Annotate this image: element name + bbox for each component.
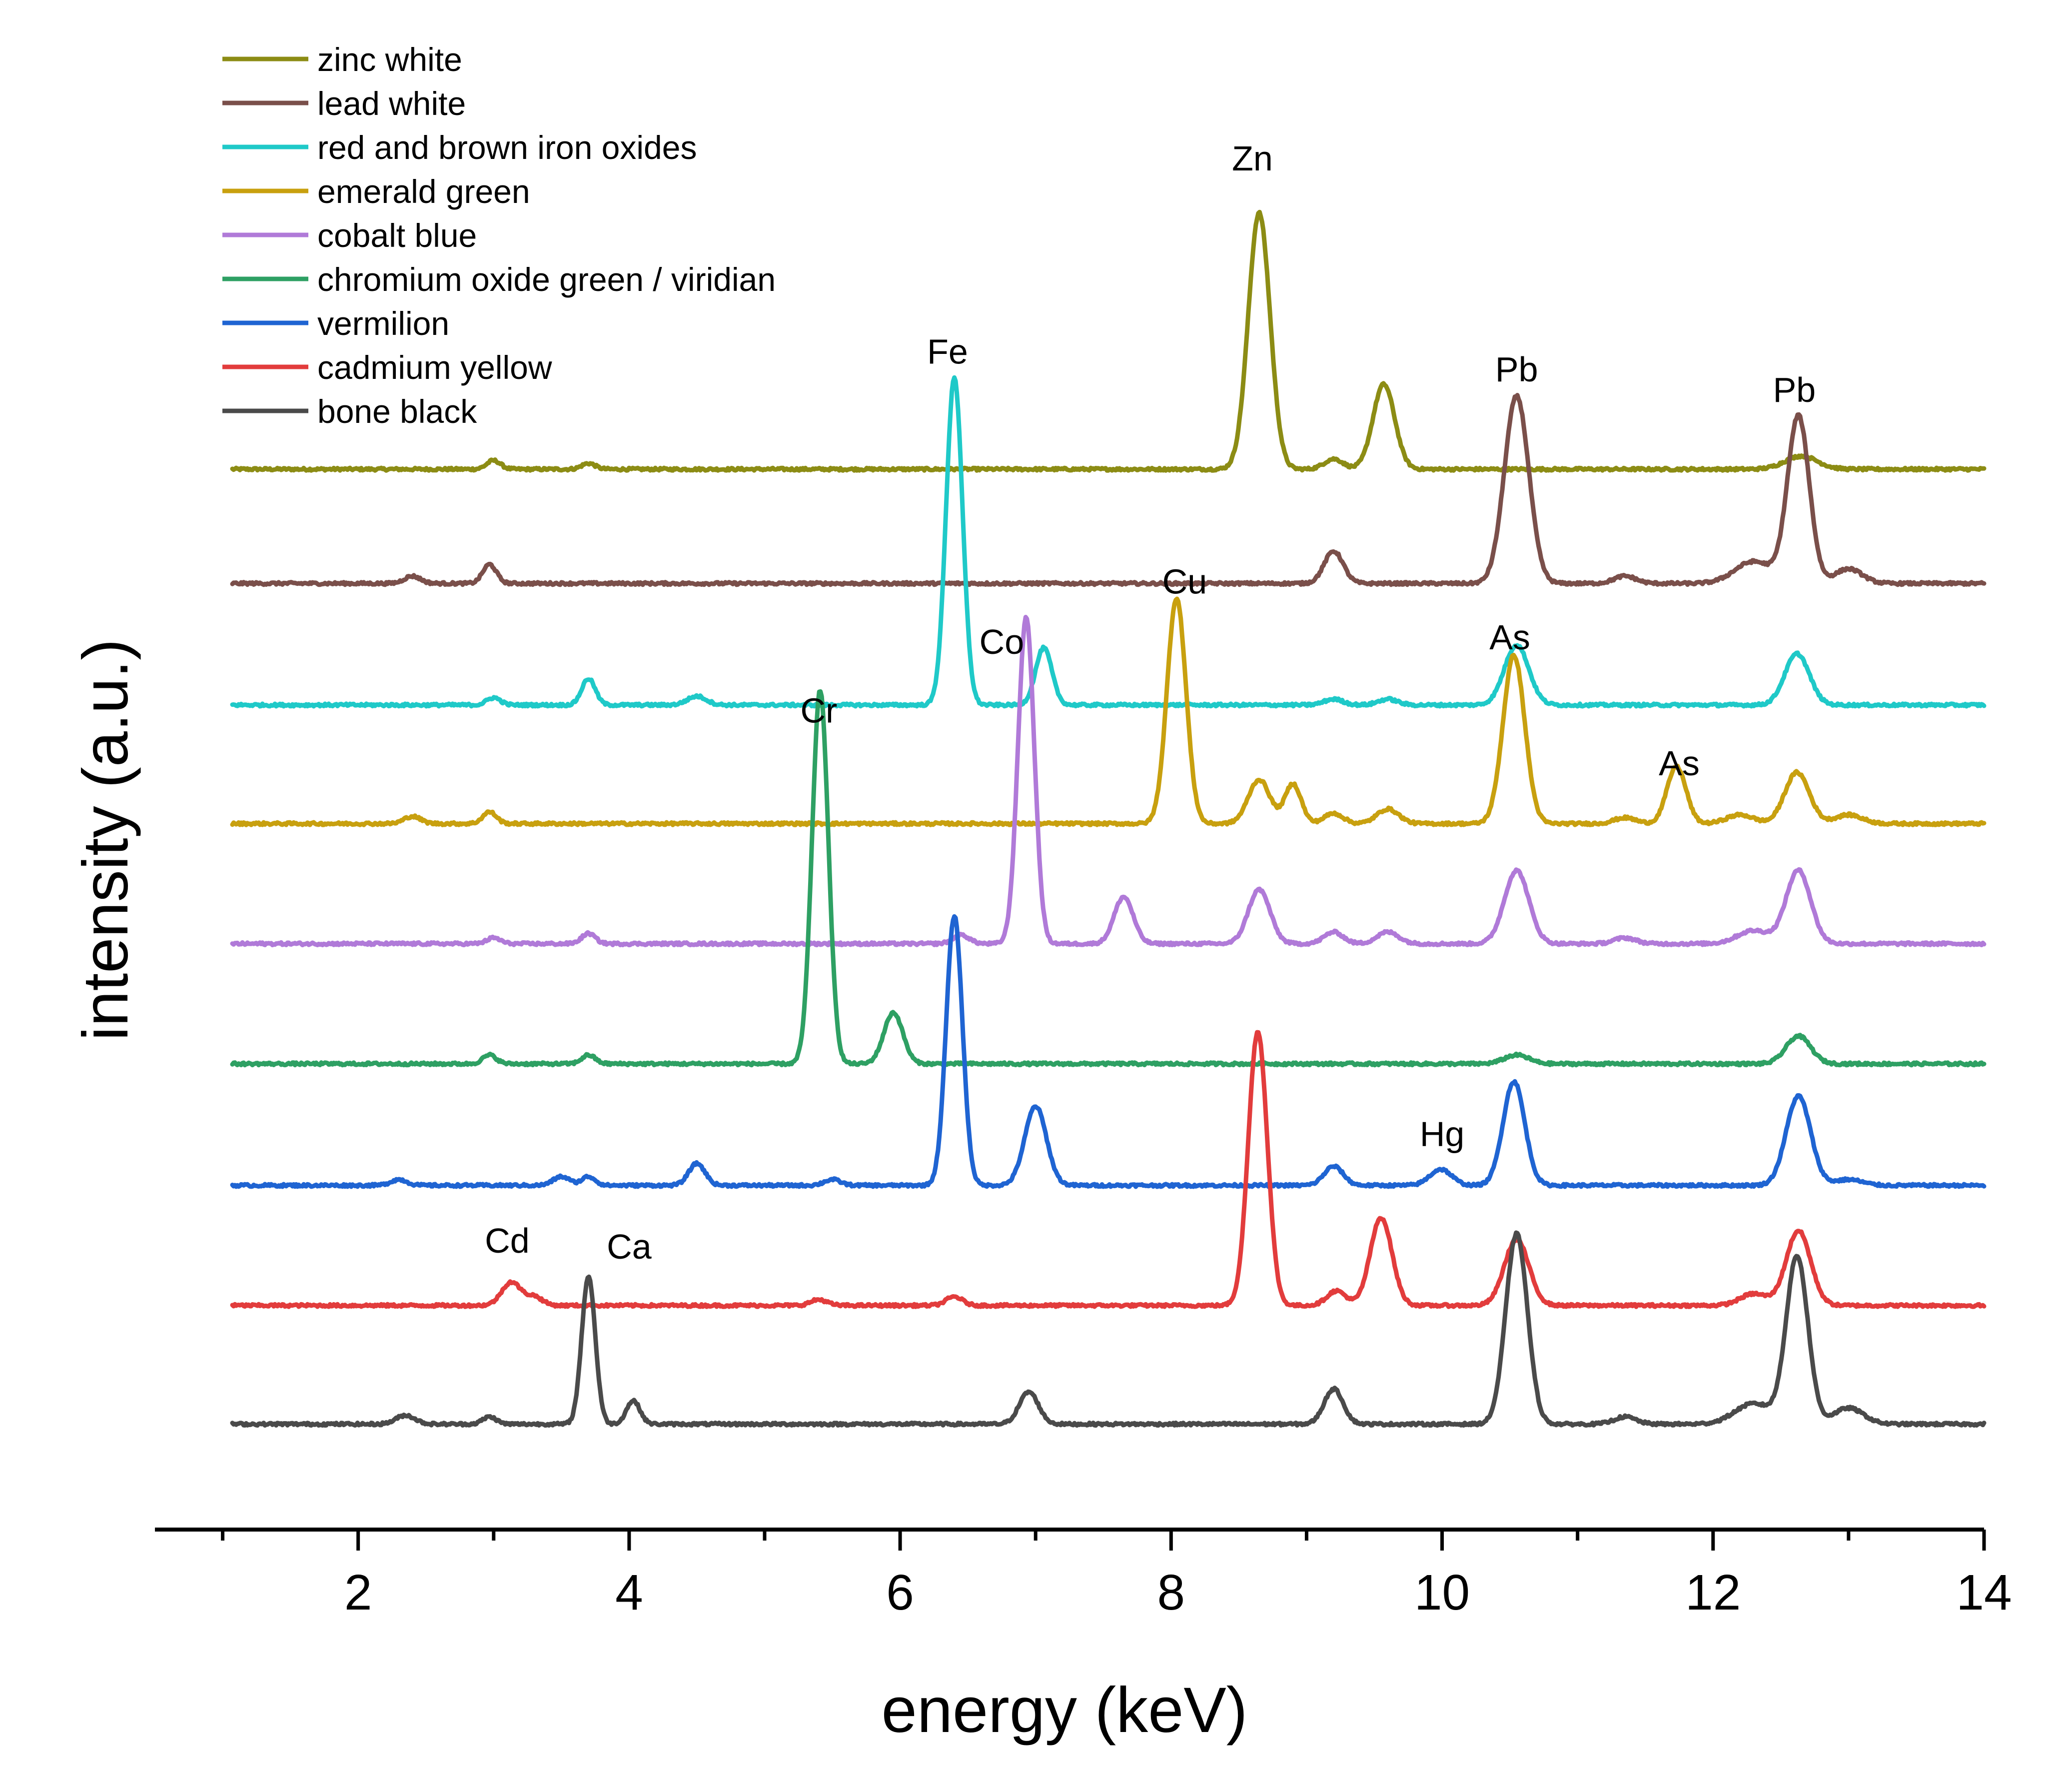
series-line-chromium-oxide-green-viridian	[230, 689, 1987, 1068]
peak-label-cd: Cd	[485, 1221, 529, 1260]
legend-label: red and brown iron oxides	[317, 129, 697, 166]
x-tick-label: 4	[615, 1565, 643, 1621]
series-line-cobalt-blue	[230, 615, 1987, 948]
peak-label-pb: Pb	[1495, 350, 1538, 389]
series-line-cadmium-yellow	[230, 1030, 1987, 1309]
series-line-red-and-brown-iron-oxides	[230, 375, 1987, 709]
peak-annotation-layer: Zn Fe Pb Pb Cu Co As Cr As Hg Cd Ca	[485, 139, 1816, 1266]
series-line-zinc-white	[230, 209, 1987, 473]
y-axis-label: intensity (a.u.)	[70, 639, 141, 1041]
legend-label: cadmium yellow	[317, 349, 552, 386]
legend-label: zinc white	[317, 41, 462, 78]
peak-label-co: Co	[980, 622, 1024, 661]
series-line-lead-white	[230, 393, 1987, 587]
peak-label-pb: Pb	[1773, 370, 1816, 409]
legend-label: vermilion	[317, 305, 449, 342]
peak-label-ca: Ca	[607, 1227, 652, 1266]
x-axis-label: energy (keV)	[882, 1675, 1248, 1746]
legend: zinc white lead white red and brown iron o…	[222, 41, 776, 430]
series-layer	[230, 209, 1987, 1428]
series-line-emerald-green	[230, 596, 1987, 827]
peak-label-cu: Cu	[1162, 562, 1207, 601]
series-line-vermilion	[230, 914, 1987, 1189]
peak-label-as: As	[1489, 618, 1530, 657]
x-tick-label: 6	[886, 1565, 914, 1621]
legend-label: chromium oxide green / viridian	[317, 261, 776, 298]
x-tick-label: 10	[1414, 1565, 1470, 1621]
x-axis: 2 4 6 8 10 12 14	[155, 1528, 2012, 1621]
peak-label-cr: Cr	[800, 691, 837, 730]
x-tick-label: 8	[1157, 1565, 1185, 1621]
legend-label: emerald green	[317, 173, 530, 210]
peak-label-hg: Hg	[1420, 1114, 1464, 1153]
peak-label-zn: Zn	[1232, 139, 1273, 178]
peak-label-fe: Fe	[927, 332, 968, 371]
x-tick-label: 14	[1956, 1565, 2012, 1621]
x-tick-label: 2	[344, 1565, 372, 1621]
x-tick-label: 12	[1685, 1565, 1741, 1621]
legend-label: lead white	[317, 85, 466, 122]
legend-label: bone black	[317, 393, 477, 430]
peak-label-as: As	[1659, 744, 1700, 783]
series-line-bone-black	[230, 1230, 1987, 1428]
legend-label: cobalt blue	[317, 217, 477, 254]
